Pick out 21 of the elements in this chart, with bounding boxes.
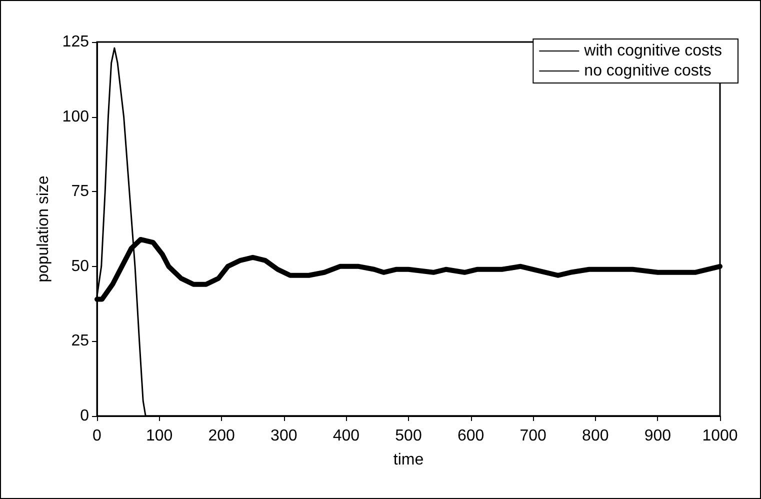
y-tick-label: 0 bbox=[80, 408, 90, 424]
y-tick-label: 125 bbox=[62, 34, 90, 50]
x-axis-title: time bbox=[393, 452, 424, 468]
x-tick-label: 700 bbox=[520, 428, 547, 444]
legend-label: no cognitive costs bbox=[584, 62, 712, 80]
legend-label: with cognitive costs bbox=[583, 42, 722, 60]
x-tick-label: 1000 bbox=[702, 428, 738, 444]
x-tick-label: 800 bbox=[582, 428, 609, 444]
x-tick-label: 500 bbox=[395, 428, 422, 444]
y-tick-label: 50 bbox=[71, 258, 90, 275]
y-tick-label: 25 bbox=[71, 332, 90, 350]
x-tick-label: 200 bbox=[208, 428, 236, 444]
x-tick-label: 300 bbox=[270, 428, 298, 444]
x-tick-label: 0 bbox=[92, 428, 102, 444]
x-tick-label: 400 bbox=[332, 428, 360, 444]
y-tick-label: 75 bbox=[71, 183, 90, 200]
y-axis-title: population size bbox=[34, 176, 52, 282]
x-tick-label: 100 bbox=[146, 428, 173, 444]
y-tick-label: 100 bbox=[62, 108, 90, 126]
x-tick-label: 600 bbox=[457, 428, 484, 444]
x-tick-label: 900 bbox=[644, 428, 672, 444]
